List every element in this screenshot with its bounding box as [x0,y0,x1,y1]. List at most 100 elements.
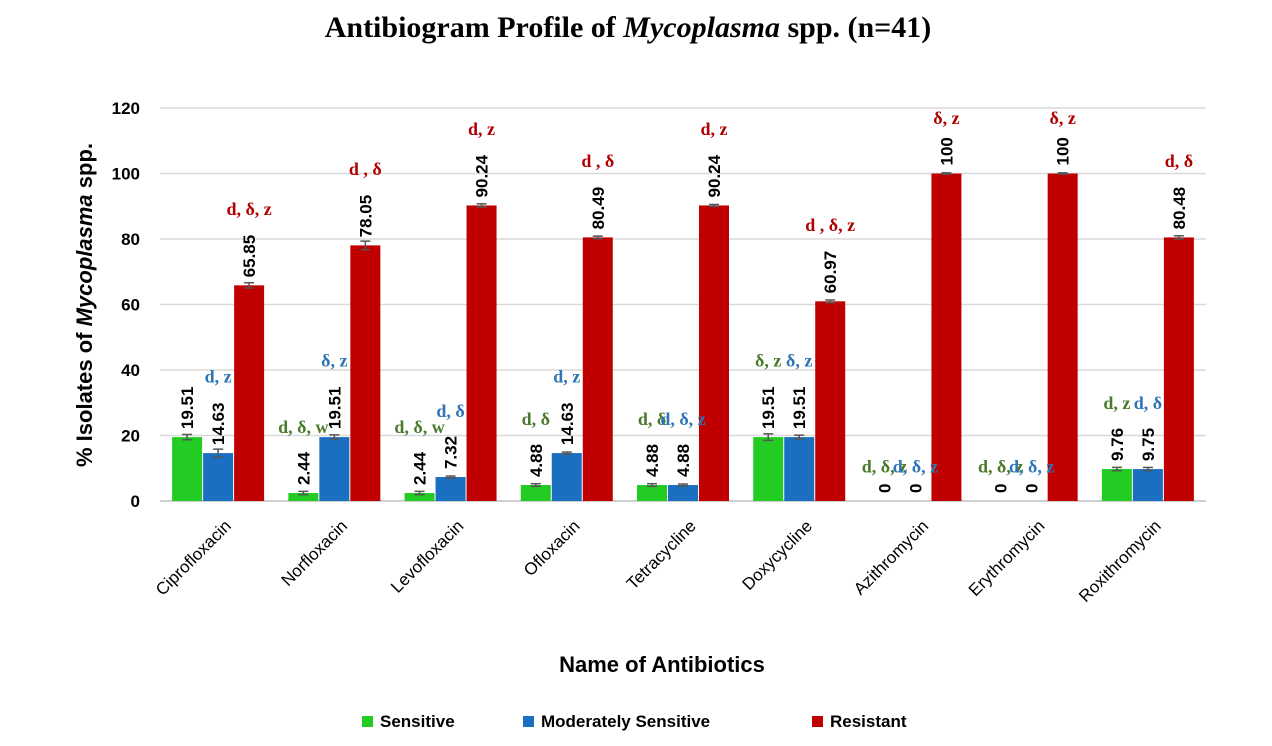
error-bars [182,172,1184,496]
bars [172,173,1194,502]
data-label: 4.88 [674,444,693,477]
data-label: 14.63 [558,403,577,446]
data-label: 0 [875,484,894,493]
data-label: 80.48 [1170,187,1189,230]
bar [350,245,381,501]
significance-annotations: d, zd, δ, zd, δ, wδ, zd , δd, δ, wd, δd,… [205,108,1193,477]
data-label: 60.97 [821,251,840,294]
bar [551,453,582,501]
significance-annotation: δ, z [755,351,781,371]
y-tick-label: 0 [131,492,140,511]
y-tick-label: 120 [112,99,140,118]
significance-annotation: d, δ [522,409,550,429]
data-label: 90.24 [473,154,492,197]
x-axis-ticks: Ciprofloxacin Norfloxacin Levofloxacin Oflo… [152,516,1165,606]
data-label: 9.75 [1139,428,1158,461]
significance-annotation: d, δ, z [862,457,907,477]
significance-annotation: d , δ [349,159,382,179]
legend-swatch [812,716,823,727]
legend-label: Sensitive [380,712,455,731]
bar [203,453,234,501]
data-label: 4.88 [643,444,662,477]
significance-annotation: δ, z [1049,108,1075,128]
significance-annotation: d, δ, z [978,457,1023,477]
y-tick-label: 100 [112,165,140,184]
bar [784,437,815,501]
chart-title-suffix: spp. (n=41) [780,11,931,44]
significance-annotation: d, δ [436,401,464,421]
significance-annotation: d, δ, z [893,457,938,477]
legend-swatch [523,716,534,727]
y-axis-title-prefix: % Isolates of [72,326,97,467]
x-tick-label: Tetracycline [623,516,700,593]
data-label: 100 [937,137,956,165]
bar [466,205,497,502]
x-tick-label: Erythromycin [965,516,1049,600]
chart-title: Antibiogram Profile of Mycoplasma spp. (… [325,11,932,44]
bar [1163,237,1194,502]
significance-annotation: d, δ [638,409,666,429]
x-tick-label: Roxithromycin [1075,516,1165,606]
legend-label: Moderately Sensitive [541,712,710,731]
x-tick-label: Ofloxacin [520,516,584,580]
y-axis-title-suffix: spp. [72,143,97,194]
bar [582,237,613,501]
data-label: 19.51 [178,387,197,430]
bar [637,485,667,501]
bar [288,493,319,501]
data-label: 19.51 [790,387,809,430]
chart-title-italic: Mycoplasma [622,11,780,44]
significance-annotation: δ, z [321,351,347,371]
significance-annotation: d, δ, w [278,417,328,437]
bar [931,173,962,501]
bar [815,301,846,501]
data-label: 2.44 [411,451,430,485]
bar [668,485,698,501]
significance-annotation: d , δ, z [805,215,855,235]
data-label: 65.85 [240,235,259,278]
significance-annotation: δ, z [933,108,959,128]
y-axis-ticks: 0 20 40 60 80 100 120 [112,99,140,511]
significance-annotation: d, δ, w [394,417,444,437]
bar [699,205,729,502]
data-label: 19.51 [325,387,344,430]
x-tick-label: Doxycycline [738,516,816,594]
x-tick-label: Norfloxacin [278,516,352,590]
legend-swatch [362,716,373,727]
data-label: 2.44 [294,451,313,485]
y-axis-title: % Isolates of Mycoplasma spp. [72,143,97,467]
data-label: 0 [1023,484,1042,493]
bar [1047,173,1078,501]
bar [404,493,435,501]
data-label: 9.76 [1108,428,1127,461]
legend: Sensitive Moderately Sensitive Resistant [362,712,907,731]
x-tick-label: Ciprofloxacin [152,516,235,599]
chart-title-prefix: Antibiogram Profile of [325,11,624,44]
significance-annotation: d, z [553,367,580,387]
significance-annotation: d, z [205,367,232,387]
significance-annotation: d, δ, z [226,199,271,219]
significance-annotation: δ, z [786,351,812,371]
data-label: 80.49 [589,187,608,230]
data-label: 7.32 [442,436,461,469]
significance-annotation: d , δ [581,151,614,171]
significance-annotation: d, δ [1165,151,1193,171]
y-tick-label: 80 [121,230,140,249]
data-label: 19.51 [759,387,778,430]
bar [1132,469,1163,501]
data-label: 0 [992,484,1011,493]
significance-annotation: d, z [701,119,728,139]
significance-annotation: d, δ, z [1009,457,1054,477]
x-tick-label: Levofloxacin [387,516,467,596]
x-tick-label: Azithromycin [850,516,932,598]
data-label: 14.63 [209,403,228,446]
bar [435,477,466,501]
y-tick-label: 40 [121,361,140,380]
data-label: 78.05 [356,195,375,238]
y-tick-label: 60 [121,296,140,315]
y-axis-title-italic: Mycoplasma [72,194,97,326]
legend-label: Resistant [830,712,907,731]
bar [753,437,784,501]
significance-annotation: d, δ, z [660,409,705,429]
